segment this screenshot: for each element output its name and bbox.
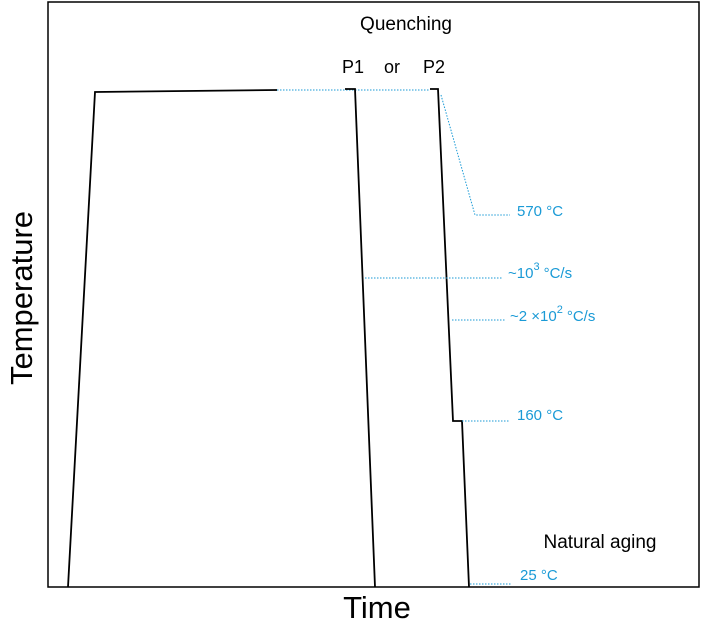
p2-curve [430,88,470,588]
y-label: Temperature [4,211,39,385]
rate-unit: °C/s [544,265,573,282]
rate-label: ~2 ×102 °C/s [510,304,595,325]
rate-unit: °C/s [567,308,596,325]
x-label: Time [343,590,411,625]
rate-base: ~2 ×10 [510,308,557,325]
rate-exp: 3 [533,261,539,273]
title: Quenching [360,14,452,35]
p1-curve [345,88,376,588]
or-label: or [384,57,400,77]
path-label: P1 [342,57,364,77]
rate-label: ~103 °C/s [508,261,572,282]
path-label: P2 [423,57,445,77]
heating-curve [67,89,278,588]
aging-label: Natural aging [543,532,656,553]
frame [47,1,700,588]
rate-base: ~10 [508,265,533,282]
rate-exp: 2 [557,304,563,316]
leader [440,94,510,216]
temp-label: 25 °C [520,567,558,584]
temp-label: 160 °C [517,407,563,424]
temp-label: 570 °C [517,203,563,220]
